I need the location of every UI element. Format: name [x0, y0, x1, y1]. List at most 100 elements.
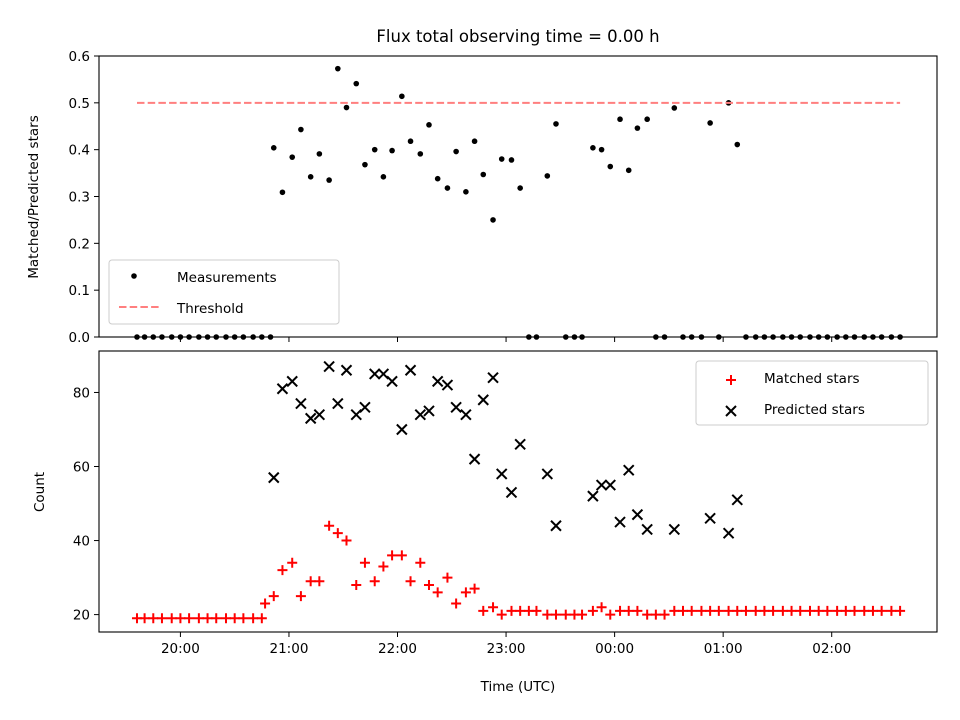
measurement-point	[407, 138, 414, 145]
measurement-point	[625, 167, 632, 174]
measurement-point	[508, 157, 515, 163]
measurement-point	[270, 144, 277, 151]
measurement-point	[471, 138, 478, 145]
matched-stars-point	[677, 605, 688, 616]
matched-stars-point	[260, 598, 271, 609]
y-tick-label: 20	[73, 608, 90, 624]
x-tick-label: 02:00	[812, 641, 851, 657]
matched-stars-point	[786, 605, 797, 616]
measurement-point	[553, 121, 559, 127]
predicted-stars-point	[414, 408, 427, 421]
legend-handle-predicted	[725, 405, 737, 417]
matched-stars-point	[723, 605, 734, 616]
measurement-point	[734, 141, 741, 148]
y-tick-label: 60	[73, 460, 90, 476]
matched-stars-point	[184, 613, 195, 624]
matched-stars-point	[359, 557, 370, 568]
matched-stars-point	[650, 609, 661, 620]
matched-stars-point	[229, 613, 240, 624]
chart-title: Flux total observing time = 0.00 h	[376, 27, 659, 46]
matched-stars-point	[496, 609, 507, 620]
predicted-stars-point	[460, 408, 472, 421]
bottom-y-axis-label: Count	[32, 472, 48, 512]
measurement-point	[399, 93, 405, 100]
matched-stars-point	[876, 605, 887, 616]
matched-stars-point	[849, 605, 860, 616]
matched-stars-point	[156, 613, 167, 624]
predicted-stars-point	[450, 401, 462, 413]
matched-stars-point	[768, 605, 779, 616]
measurement-point	[453, 148, 459, 155]
matched-stars-point	[442, 572, 453, 583]
predicted-stars-point	[268, 471, 280, 484]
legend: Measurements Threshold	[108, 259, 340, 325]
series-predicted-stars	[268, 360, 743, 539]
top-axes: Matched/Predicted stars 0.0 0.1 0.2 0.3 0.4 0…	[26, 49, 938, 346]
measurement-point	[444, 185, 451, 191]
legend-handle-matched	[726, 375, 736, 385]
x-tick-label: 00:00	[595, 641, 634, 657]
matched-stars-point	[895, 605, 906, 616]
matched-stars-point	[221, 613, 232, 624]
predicted-stars-point	[340, 364, 353, 376]
measurement-point	[634, 125, 641, 131]
matched-stars-point	[387, 550, 398, 561]
matched-stars-point	[822, 605, 833, 616]
matched-stars-point	[740, 605, 751, 616]
predicted-stars-point	[704, 512, 716, 525]
measurement-point	[353, 80, 360, 87]
matched-stars-point	[659, 609, 670, 620]
matched-stars-point	[193, 613, 204, 624]
matched-stars-point	[451, 598, 462, 609]
measurement-point	[289, 154, 296, 160]
matched-stars-point	[369, 576, 380, 587]
matched-stars-point	[840, 605, 851, 616]
matched-stars-point	[478, 605, 489, 616]
matched-stars-point	[886, 605, 897, 616]
matched-stars-point	[295, 591, 306, 602]
measurement-point	[498, 156, 505, 162]
matched-stars-point	[460, 587, 471, 598]
y-tick-label: 80	[73, 385, 90, 401]
measurement-point	[707, 120, 713, 126]
measurement-point	[544, 173, 551, 179]
y-tick-label: 0.5	[69, 96, 90, 112]
x-tick-label: 22:00	[378, 641, 417, 657]
matched-stars-point	[396, 550, 407, 561]
predicted-stars-point	[623, 464, 635, 476]
matched-stars-point	[405, 576, 416, 587]
predicted-stars-point	[323, 360, 335, 373]
axes-frame	[98, 350, 938, 633]
predicted-stars-point	[441, 379, 454, 391]
measurement-point	[380, 174, 387, 180]
matched-stars-point	[287, 557, 298, 568]
measurement-point	[371, 146, 378, 153]
predicted-stars-point	[313, 408, 326, 421]
legend-label: Matched stars	[764, 371, 860, 387]
matched-stars-point	[139, 613, 150, 624]
matched-stars-point	[759, 605, 770, 616]
measurement-point	[671, 105, 678, 111]
measurement-point	[426, 122, 432, 128]
measurement-point	[590, 144, 596, 151]
matched-stars-point	[795, 605, 806, 616]
predicted-stars-point	[514, 438, 526, 451]
measurement-point	[316, 151, 323, 157]
top-y-axis-label: Matched/Predicted stars	[26, 115, 42, 278]
matched-stars-point	[750, 605, 761, 616]
measurement-point	[607, 163, 614, 170]
matched-stars-point	[732, 605, 743, 616]
matched-stars-point	[832, 605, 843, 616]
measurement-point	[617, 116, 623, 123]
measurement-point	[279, 189, 286, 196]
matched-stars-point	[423, 579, 434, 590]
matched-stars-point	[531, 605, 542, 616]
predicted-stars-point	[468, 453, 481, 465]
predicted-stars-point	[641, 523, 653, 536]
matched-stars-point	[277, 565, 288, 576]
measurement-point	[362, 161, 368, 168]
matched-stars-point	[351, 579, 362, 590]
predicted-stars-point	[295, 397, 307, 410]
matched-stars-point	[305, 576, 316, 587]
